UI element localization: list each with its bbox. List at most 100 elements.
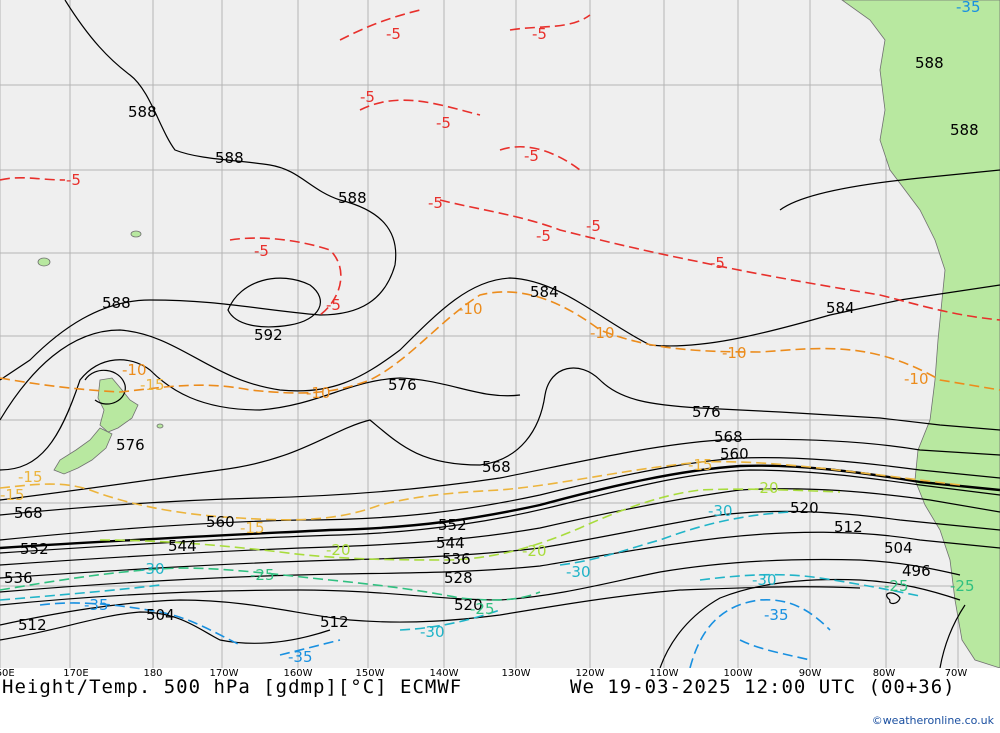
height-label: 520	[454, 596, 483, 614]
height-label: 536	[4, 569, 33, 587]
temp-label: -20	[326, 541, 351, 559]
temp-label: -10	[458, 300, 483, 318]
temp-label: -10	[904, 370, 929, 388]
height-label: 568	[14, 504, 43, 522]
temp-label: -35	[956, 0, 981, 16]
temp-label: -30	[708, 502, 733, 520]
longitude-label: 90W	[798, 668, 822, 679]
height-label: 584	[826, 299, 855, 317]
south-america-land	[841, 0, 1000, 668]
temp-label: -5	[66, 171, 81, 189]
height-label: 512	[834, 518, 863, 536]
height-label: 568	[714, 428, 743, 446]
temp-label: -35	[764, 606, 789, 624]
temp-label: -5	[532, 25, 547, 43]
temp-label: -5	[586, 217, 601, 235]
temp-label: -10	[306, 384, 331, 402]
height-label: 512	[18, 616, 47, 634]
temp-label: -30	[752, 571, 777, 589]
height-label: 576	[388, 376, 417, 394]
temperature-labels: -5 -5 -5 -5 -5 -5 -5 -5 -5 -5 -5 -5 -10 …	[0, 0, 981, 666]
longitude-label: 160E	[0, 668, 15, 679]
island-vanuatu	[37, 257, 51, 267]
longitude-label: 150W	[355, 668, 385, 679]
longitude-label: 140W	[429, 668, 459, 679]
height-label: 588	[215, 149, 244, 167]
height-label: 544	[436, 534, 465, 552]
temp-label: -15	[240, 519, 265, 537]
height-label: 560	[206, 513, 235, 531]
temp-label: -25	[250, 566, 275, 584]
temp-label: -15	[140, 376, 165, 394]
height-label: 588	[102, 294, 131, 312]
temp-label: -5	[524, 147, 539, 165]
map-footer: 160E 170E 180 170W 160W 150W 140W 130W 1…	[0, 668, 1000, 733]
temp-label: -5	[360, 88, 375, 106]
temp-label: -10	[722, 344, 747, 362]
longitude-label: 80W	[872, 668, 896, 679]
temp-label: -30	[140, 560, 165, 578]
height-label: 504	[884, 539, 913, 557]
height-label: 568	[482, 458, 511, 476]
height-label: 536	[442, 550, 471, 568]
height-label: 504	[146, 606, 175, 624]
height-label: 576	[116, 436, 145, 454]
temp-label: -30	[566, 563, 591, 581]
credit-link[interactable]: ©weatheronline.co.uk	[871, 714, 994, 727]
longitude-label: 70W	[944, 668, 968, 679]
temp-label: -5	[436, 114, 451, 132]
temp-label: -5	[428, 194, 443, 212]
temp-label: -5	[254, 242, 269, 260]
height-label: 512	[320, 613, 349, 631]
height-contours	[0, 0, 1000, 668]
temp-label: -25	[950, 577, 975, 595]
temp-label: -5	[710, 254, 725, 272]
temp-label: -30	[420, 623, 445, 641]
temp-label: -10	[122, 361, 147, 379]
height-label: 552	[20, 540, 49, 558]
contour-552-bold	[0, 464, 1000, 550]
temperature-contours	[0, 9, 1000, 668]
height-label: 496	[902, 562, 931, 580]
height-label: 520	[790, 499, 819, 517]
longitude-label: 130W	[501, 668, 531, 679]
temp-label: -15	[18, 468, 43, 486]
height-label: 588	[338, 189, 367, 207]
temp-label: -5	[386, 25, 401, 43]
temp-label: -35	[288, 648, 313, 666]
longitude-label: 170W	[209, 668, 239, 679]
height-label: 592	[254, 326, 283, 344]
height-label: 528	[444, 569, 473, 587]
longitude-label: 110W	[649, 668, 679, 679]
height-label: 588	[128, 103, 157, 121]
temp-label: -15	[0, 486, 25, 504]
longitude-label: 180	[143, 668, 163, 679]
temp-label: -25	[884, 577, 909, 595]
height-label: 584	[530, 283, 559, 301]
temp-label: -20	[754, 479, 779, 497]
height-label: 588	[915, 54, 944, 72]
island-chatham	[156, 423, 164, 429]
longitude-label: 120W	[575, 668, 605, 679]
temp-label: -5	[536, 227, 551, 245]
temp-label: -35	[84, 596, 109, 614]
temp-label: -5	[326, 296, 341, 314]
island-fiji	[130, 230, 142, 238]
forecast-time: We 19-03-2025 12:00 UTC (00+36)	[570, 676, 956, 698]
temp-label: -15	[688, 456, 713, 474]
temp-label: -20	[522, 542, 547, 560]
height-label: 576	[692, 403, 721, 421]
height-labels: 588 588 588 588 588 592 588 584 584 576 …	[4, 54, 979, 634]
height-label: 560	[720, 445, 749, 463]
height-label: 588	[950, 121, 979, 139]
weather-map: 588 588 588 588 588 592 588 584 584 576 …	[0, 0, 1000, 668]
map-title: Height/Temp. 500 hPa [gdmp][°C] ECMWF	[2, 676, 463, 698]
temp-label: -25	[470, 600, 495, 618]
longitude-label: 160W	[283, 668, 313, 679]
longitude-label: 100W	[723, 668, 753, 679]
height-label: 544	[168, 537, 197, 555]
height-label: 552	[438, 516, 467, 534]
longitude-label: 170E	[63, 668, 89, 679]
temp-label: -10	[590, 324, 615, 342]
new-zealand-south-island	[53, 427, 113, 475]
